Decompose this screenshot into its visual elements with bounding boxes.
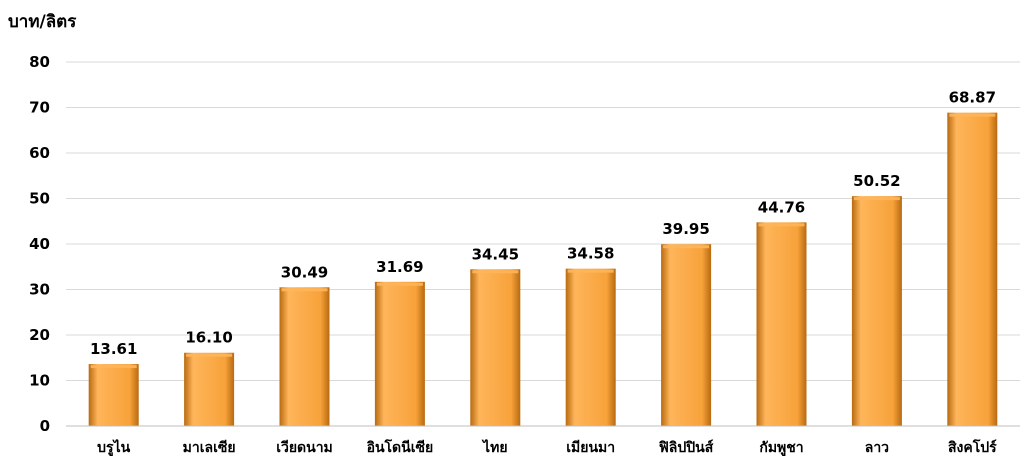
y-tick-label: 60 [29, 144, 50, 162]
y-tick-label: 10 [29, 372, 50, 390]
bars: 13.61 16.10 30.49 31.69 34.45 34.58 39.95 44.76… [88, 89, 998, 426]
bar-bevel [281, 288, 328, 292]
bar-bevel [949, 113, 996, 117]
bar [374, 281, 425, 426]
data-label: 31.69 [376, 258, 423, 276]
category-label: มาเลเซีย [183, 440, 236, 456]
data-label: 50.52 [853, 172, 900, 190]
bar-bevel [567, 269, 614, 273]
category-label: เมียนมา [566, 440, 615, 456]
bar [756, 222, 807, 426]
category-label: ไทย [481, 438, 507, 456]
y-tick-label: 70 [29, 99, 50, 117]
category-label: กัมพูชา [759, 440, 803, 456]
category-label: ลาว [865, 440, 889, 456]
data-label: 34.45 [472, 245, 519, 263]
category-label: อินโดนีเซีย [366, 438, 433, 456]
data-label: 39.95 [662, 220, 709, 238]
bar [279, 287, 330, 426]
data-label: 13.61 [90, 340, 137, 358]
data-label: 68.87 [949, 89, 996, 107]
bar-bevel [758, 223, 805, 227]
category-label: เวียดนาม [276, 440, 333, 456]
bar-bevel [472, 270, 519, 274]
bar [851, 196, 902, 426]
axes: 0 10 20 30 40 50 60 70 80 บรูไน มาเลเซีย เวียดนาม อิ… [29, 53, 1020, 456]
bar-bevel [853, 197, 900, 201]
data-label: 30.49 [281, 263, 328, 281]
y-tick-label: 40 [29, 235, 50, 253]
category-label: ฟิลิปปินส์ [658, 439, 714, 456]
category-label: บรูไน [97, 438, 130, 456]
y-tick-label: 80 [29, 53, 50, 71]
data-label: 16.10 [185, 329, 232, 347]
bar-bevel [90, 365, 137, 369]
y-tick-label: 50 [29, 190, 50, 208]
y-axis-title: บาท/ลิตร [8, 12, 77, 32]
bar-bevel [186, 353, 233, 357]
bar [565, 268, 616, 426]
data-label: 34.58 [567, 245, 614, 263]
bar [88, 364, 139, 426]
bar [184, 352, 235, 426]
y-tick-label: 20 [29, 326, 50, 344]
bar-bevel [376, 282, 423, 286]
category-label: สิงคโปร์ [948, 438, 998, 456]
data-label: 44.76 [758, 198, 805, 216]
bar [661, 244, 712, 426]
bar-bevel [663, 245, 710, 249]
y-tick-label: 0 [40, 417, 50, 435]
bar [470, 269, 521, 426]
bar [947, 112, 998, 426]
y-tick-label: 30 [29, 281, 50, 299]
